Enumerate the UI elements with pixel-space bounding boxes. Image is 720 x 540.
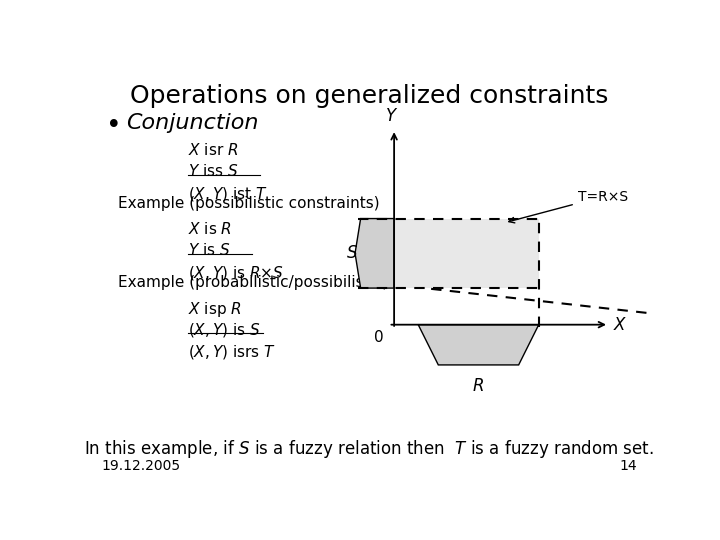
Text: $\mathit{Y}$ is $\mathit{S}$: $\mathit{Y}$ is $\mathit{S}$ <box>188 242 230 258</box>
Text: $\mathit{X}$ isp $\mathit{R}$: $\mathit{X}$ isp $\mathit{R}$ <box>188 300 241 319</box>
Text: $\mathit{X}$: $\mathit{X}$ <box>613 316 627 334</box>
Text: $\mathit{Y}$: $\mathit{Y}$ <box>384 107 398 125</box>
Text: $\mathit{(X,Y)}$ ist $\mathit{T}$: $\mathit{(X,Y)}$ ist $\mathit{T}$ <box>188 185 267 203</box>
Text: •: • <box>106 113 121 139</box>
Text: $\mathit{(X,Y)}$ is $\mathit{S}$: $\mathit{(X,Y)}$ is $\mathit{S}$ <box>188 321 260 339</box>
Text: $\mathit{Y}$ iss $\mathit{S}$: $\mathit{Y}$ iss $\mathit{S}$ <box>188 163 238 179</box>
Text: 14: 14 <box>619 459 637 473</box>
Text: T=R×S: T=R×S <box>509 190 628 223</box>
Text: Example (possibilistic constraints): Example (possibilistic constraints) <box>118 196 379 211</box>
Text: S: S <box>347 244 358 262</box>
Text: $\mathit{(X,Y)}$ isrs $\mathit{T}$: $\mathit{(X,Y)}$ isrs $\mathit{T}$ <box>188 343 276 361</box>
Text: Conjunction: Conjunction <box>126 113 258 133</box>
Polygon shape <box>355 219 394 288</box>
Polygon shape <box>418 325 539 365</box>
Text: $\mathit{X}$ isr $\mathit{R}$: $\mathit{X}$ isr $\mathit{R}$ <box>188 141 238 158</box>
Text: 0: 0 <box>374 329 384 345</box>
Text: In this example, if $\mathit{S}$ is a fuzzy relation then  $\mathit{T}$ is a fuz: In this example, if $\mathit{S}$ is a fu… <box>84 438 654 461</box>
Text: Operations on generalized constraints: Operations on generalized constraints <box>130 84 608 107</box>
Text: Example (probabilistic/possibilistic): Example (probabilistic/possibilistic) <box>118 275 388 290</box>
Text: 19.12.2005: 19.12.2005 <box>101 459 180 473</box>
Text: R: R <box>473 376 485 395</box>
Text: $\mathit{(X,Y)}$ is $\mathit{R}$$\times$$\mathit{S}$: $\mathit{(X,Y)}$ is $\mathit{R}$$\times$… <box>188 264 284 282</box>
Text: $\mathit{X}$ is $\mathit{R}$: $\mathit{X}$ is $\mathit{R}$ <box>188 221 232 237</box>
Bar <box>394 219 539 288</box>
